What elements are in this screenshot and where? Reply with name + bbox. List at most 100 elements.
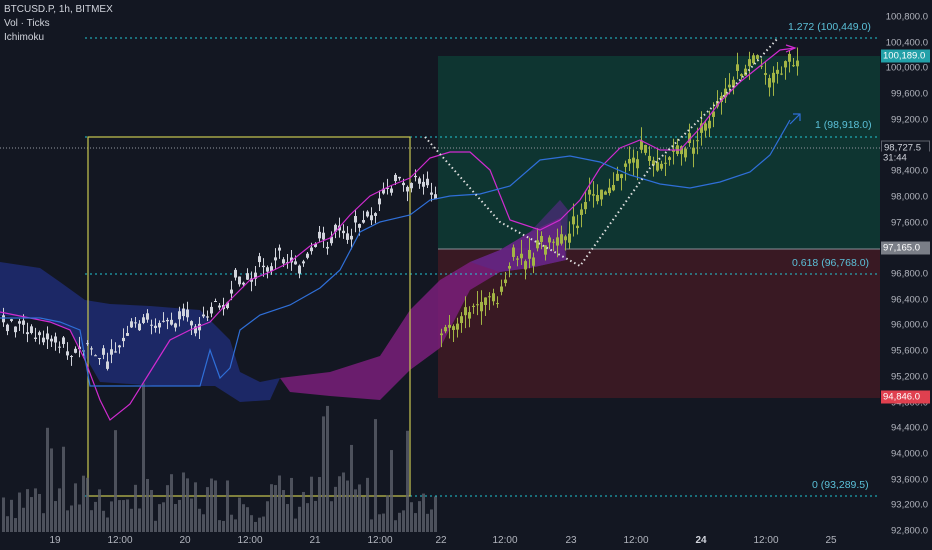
candle-body [418, 178, 421, 184]
volume-bar [198, 508, 201, 532]
candle-body [158, 322, 161, 328]
volume-bar [194, 482, 197, 532]
candle-body [708, 120, 711, 129]
fib-label-0618: 0.618 (96,768.0) [792, 257, 870, 269]
candle-body [544, 245, 547, 255]
price-tick: 93,600.0 [891, 474, 928, 486]
candle-body [10, 319, 13, 321]
candle-body [362, 219, 365, 223]
volume-bar [258, 517, 261, 532]
candle-body [266, 267, 269, 272]
candle-body [282, 259, 285, 264]
volume-bar [162, 502, 165, 532]
candle-body [784, 61, 787, 68]
volume-bar [218, 520, 221, 532]
volume-bar [126, 499, 129, 532]
candle-body [426, 178, 429, 186]
candle-body [756, 55, 759, 59]
candle-body [572, 216, 575, 225]
candle-body [764, 73, 767, 75]
price-chart[interactable] [0, 0, 880, 532]
candle-body [500, 286, 503, 292]
candle-body [740, 74, 743, 76]
candle-body [98, 358, 101, 360]
time-tick: 19 [49, 535, 61, 546]
volume-bar [406, 430, 409, 532]
candle-body [218, 305, 221, 308]
time-axis[interactable]: 19 12:00 20 12:00 21 12:00 22 12:00 23 12:00 24 12:… [0, 532, 880, 550]
candle-body [338, 225, 341, 231]
candle-body [620, 174, 623, 179]
entry-price-tag: 97,165.0 [881, 241, 930, 255]
conversion-line [0, 47, 796, 421]
volume-bars [2, 383, 437, 532]
candle-body [472, 305, 475, 307]
candle-body [198, 323, 201, 331]
candle-body [468, 312, 471, 319]
candle-body [512, 247, 515, 257]
candle-body [608, 187, 611, 194]
candle-body [182, 308, 185, 317]
volume-bar [102, 510, 105, 532]
candle-body [70, 356, 73, 358]
candle-body [556, 237, 559, 246]
candle-body [334, 224, 337, 232]
selection-box[interactable] [87, 136, 411, 497]
candle-body [374, 213, 377, 216]
candle-body [548, 237, 551, 243]
volume-bar [254, 521, 257, 532]
volume-bar [110, 501, 113, 532]
candle-body [704, 123, 707, 131]
candle-body [214, 300, 217, 302]
volume-bar [206, 487, 209, 532]
volume-bar [346, 480, 349, 532]
volume-bar [38, 493, 41, 532]
current-price-tag: 100,189.0 [881, 49, 930, 63]
price-tick: 96,000.0 [891, 319, 928, 331]
candle-body [62, 337, 65, 345]
candle-body [422, 181, 425, 187]
candle-body [382, 188, 385, 194]
candle-body [326, 246, 329, 249]
fib-label-0: 0 (93,289.5) [812, 479, 869, 491]
candle-body [528, 249, 531, 259]
price-axis[interactable]: 100,800.0 100,400.0 100,000.0 99,600.0 99,20… [880, 0, 932, 537]
volume-bar [82, 475, 85, 532]
volume-bar [322, 416, 325, 532]
candle-body [532, 257, 535, 266]
candle-body [660, 163, 663, 169]
candle-body [110, 349, 113, 355]
candle-body [700, 123, 703, 133]
volume-legend[interactable]: Vol · Ticks [4, 18, 50, 29]
candle-body [238, 276, 241, 285]
volume-bar [34, 488, 37, 532]
volume-bar [242, 504, 245, 532]
profit-zone[interactable] [438, 56, 880, 249]
candle-body [410, 183, 413, 189]
ichimoku-legend[interactable]: Ichimoku [4, 32, 45, 43]
candle-body [724, 88, 727, 98]
candle-body [178, 311, 181, 320]
symbol-legend[interactable]: BTCUSD.P, 1h, BITMEX [4, 4, 113, 15]
price-tick: 95,200.0 [891, 371, 928, 383]
volume-bar [430, 509, 433, 532]
candle-body [780, 73, 783, 75]
candle-body [250, 278, 253, 282]
price-tick: 96,800.0 [891, 268, 928, 280]
price-tick: 92,800.0 [891, 525, 928, 537]
price-tick: 100,800.0 [885, 11, 928, 23]
candle-body [310, 247, 313, 252]
volume-bar [22, 507, 25, 532]
candle-body [564, 236, 567, 241]
volume-bar [358, 484, 361, 532]
volume-bar [54, 501, 57, 532]
volume-bar [114, 430, 117, 532]
candle-body [776, 69, 779, 74]
candle-body [688, 133, 691, 144]
chart-area[interactable]: BTCUSD.P, 1h, BITMEX Vol · Ticks Ichimok… [0, 0, 880, 532]
candle-body [66, 351, 69, 356]
candle-body [206, 316, 209, 318]
volume-bar [14, 518, 17, 532]
candle-body [254, 272, 257, 279]
volume-bar [26, 489, 29, 532]
